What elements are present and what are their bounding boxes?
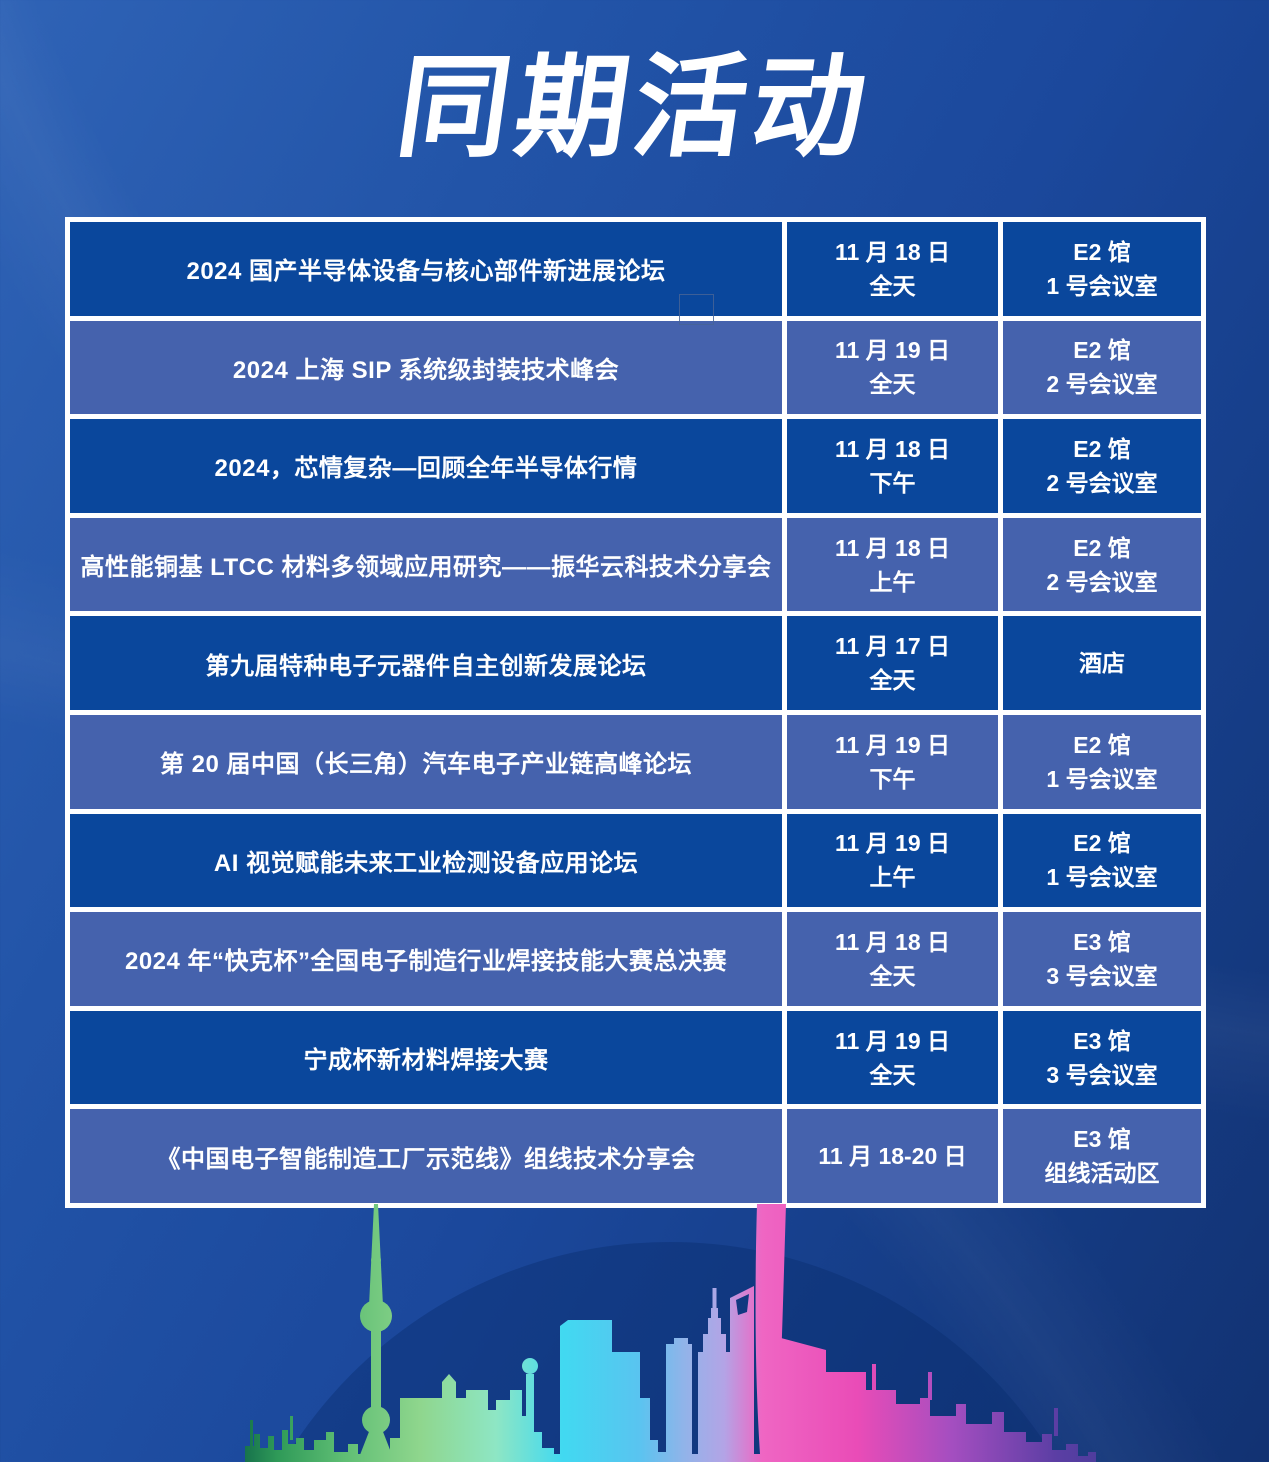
date-line2: 下午 [869, 469, 916, 496]
venue-line2: 2 号会议室 [1046, 371, 1158, 398]
date-cell: 11 月 19 日 全天 [787, 1010, 998, 1105]
venue-cell: E2 馆 2 号会议室 [1003, 419, 1201, 513]
venue-cell: E2 馆 2 号会议室 [1003, 320, 1201, 415]
date-line2: 全天 [869, 272, 916, 299]
table-row: AI 视觉赋能未来工业检测设备应用论坛 11 月 19 日 上午 E2 馆 1 … [70, 813, 1201, 908]
venue-cell: 酒店 [1003, 616, 1201, 710]
date-line2: 全天 [869, 1061, 916, 1088]
venue-line1: E3 馆 [1073, 1126, 1131, 1153]
venue-line1: E2 馆 [1073, 731, 1131, 758]
table-row: 2024，芯情复杂—回顾全年半导体行情 11 月 18 日 下午 E2 馆 2 … [70, 419, 1201, 513]
venue-line1: E2 馆 [1073, 435, 1131, 462]
table-row: 2024 国产半导体设备与核心部件新进展论坛 11 月 18 日 全天 E2 馆… [70, 222, 1201, 316]
event-cell: AI 视觉赋能未来工业检测设备应用论坛 [70, 813, 782, 908]
venue-cell: E2 馆 1 号会议室 [1003, 714, 1201, 809]
venue-line2: 2 号会议室 [1046, 469, 1158, 496]
table-row: 第 20 届中国（长三角）汽车电子产业链高峰论坛 11 月 19 日 下午 E2… [70, 714, 1201, 809]
shanghai-skyline-silhouette [245, 1204, 1096, 1462]
table-row: 高性能铜基 LTCC 材料多领域应用研究——振华云科技术分享会 11 月 18 … [70, 517, 1201, 612]
date-cell: 11 月 19 日 全天 [787, 320, 998, 415]
date-cell: 11 月 17 日 全天 [787, 616, 998, 710]
venue-cell: E3 馆 组线活动区 [1003, 1109, 1201, 1203]
event-title: 2024，芯情复杂—回顾全年半导体行情 [214, 455, 638, 483]
venue-line1: E2 馆 [1073, 337, 1131, 364]
date-cell: 11 月 18-20 日 [787, 1109, 998, 1203]
event-title: 高性能铜基 LTCC 材料多领域应用研究——振华云科技术分享会 [80, 554, 772, 582]
date-line1: 11 月 18-20 日 [818, 1143, 967, 1170]
date-line1: 11 月 19 日 [834, 1027, 951, 1054]
table-row: 《中国电子智能制造工厂示范线》组线技术分享会 11 月 18-20 日 E3 馆… [70, 1109, 1201, 1203]
date-cell: 11 月 19 日 下午 [787, 714, 998, 809]
venue-line1: 酒店 [1079, 650, 1125, 677]
date-cell: 11 月 18 日 全天 [787, 222, 998, 316]
event-title: 2024 国产半导体设备与核心部件新进展论坛 [186, 258, 666, 286]
event-cell: 2024 上海 SIP 系统级封装技术峰会 [70, 320, 782, 415]
date-line1: 11 月 19 日 [834, 337, 951, 364]
date-cell: 11 月 18 日 全天 [787, 912, 998, 1006]
venue-line2: 1 号会议室 [1046, 272, 1158, 299]
date-line1: 11 月 19 日 [834, 731, 951, 758]
events-table: 2024 国产半导体设备与核心部件新进展论坛 11 月 18 日 全天 E2 馆… [65, 217, 1206, 1208]
venue-line2: 组线活动区 [1044, 1160, 1160, 1187]
skyline-shapes [245, 1204, 1096, 1462]
event-title: 2024 年“快克杯”全国电子制造行业焊接技能大赛总决赛 [124, 948, 728, 976]
venue-line1: E3 馆 [1073, 928, 1131, 955]
date-cell: 11 月 18 日 下午 [787, 419, 998, 513]
event-cell: 2024 年“快克杯”全国电子制造行业焊接技能大赛总决赛 [70, 912, 782, 1006]
event-cell: 《中国电子智能制造工厂示范线》组线技术分享会 [70, 1109, 782, 1203]
date-cell: 11 月 19 日 上午 [787, 813, 998, 908]
venue-line2: 1 号会议室 [1046, 765, 1158, 792]
event-cell: 高性能铜基 LTCC 材料多领域应用研究——振华云科技术分享会 [70, 517, 782, 612]
event-title: 宁成杯新材料焊接大赛 [303, 1047, 549, 1075]
event-title: 第九届特种电子元器件自主创新发展论坛 [205, 652, 647, 680]
date-line2: 全天 [869, 667, 916, 694]
event-cell: 第 20 届中国（长三角）汽车电子产业链高峰论坛 [70, 714, 782, 809]
table-row: 2024 上海 SIP 系统级封装技术峰会 11 月 19 日 全天 E2 馆 … [70, 320, 1201, 415]
event-cell: 第九届特种电子元器件自主创新发展论坛 [70, 616, 782, 710]
date-line1: 11 月 19 日 [834, 830, 951, 857]
table-row: 宁成杯新材料焊接大赛 11 月 19 日 全天 E3 馆 3 号会议室 [70, 1010, 1201, 1105]
date-line1: 11 月 18 日 [834, 238, 951, 265]
date-line1: 11 月 18 日 [834, 534, 951, 561]
venue-cell: E2 馆 2 号会议室 [1003, 517, 1201, 612]
venue-line1: E2 馆 [1073, 830, 1131, 857]
venue-line2: 3 号会议室 [1046, 962, 1158, 989]
table-row: 2024 年“快克杯”全国电子制造行业焊接技能大赛总决赛 11 月 18 日 全… [70, 912, 1201, 1006]
venue-cell: E2 馆 1 号会议室 [1003, 813, 1201, 908]
event-title: 第 20 届中国（长三角）汽车电子产业链高峰论坛 [159, 751, 693, 779]
venue-cell: E3 馆 3 号会议室 [1003, 1010, 1201, 1105]
event-cell: 2024 国产半导体设备与核心部件新进展论坛 [70, 222, 782, 316]
date-line2: 全天 [869, 371, 916, 398]
date-line2: 上午 [869, 864, 916, 891]
venue-line2: 1 号会议室 [1046, 864, 1158, 891]
venue-line2: 2 号会议室 [1046, 568, 1158, 595]
page-title: 同期活动 [389, 45, 880, 170]
date-line1: 11 月 17 日 [834, 633, 951, 660]
event-cell: 2024，芯情复杂—回顾全年半导体行情 [70, 419, 782, 513]
table-row: 第九届特种电子元器件自主创新发展论坛 11 月 17 日 全天 酒店 [70, 616, 1201, 710]
date-line2: 下午 [869, 765, 916, 792]
date-cell: 11 月 18 日 上午 [787, 517, 998, 612]
venue-line1: E2 馆 [1073, 238, 1131, 265]
venue-cell: E2 馆 1 号会议室 [1003, 222, 1201, 316]
event-title: AI 视觉赋能未来工业检测设备应用论坛 [213, 849, 639, 877]
venue-line1: E2 馆 [1073, 534, 1131, 561]
venue-cell: E3 馆 3 号会议室 [1003, 912, 1201, 1006]
venue-line2: 3 号会议室 [1046, 1061, 1158, 1088]
event-title: 《中国电子智能制造工厂示范线》组线技术分享会 [156, 1145, 696, 1173]
date-line1: 11 月 18 日 [834, 928, 951, 955]
event-title: 2024 上海 SIP 系统级封装技术峰会 [232, 356, 620, 384]
date-line2: 上午 [869, 568, 916, 595]
date-line1: 11 月 18 日 [834, 435, 951, 462]
venue-line1: E3 馆 [1073, 1027, 1131, 1054]
date-line2: 全天 [869, 962, 916, 989]
event-cell: 宁成杯新材料焊接大赛 [70, 1010, 782, 1105]
